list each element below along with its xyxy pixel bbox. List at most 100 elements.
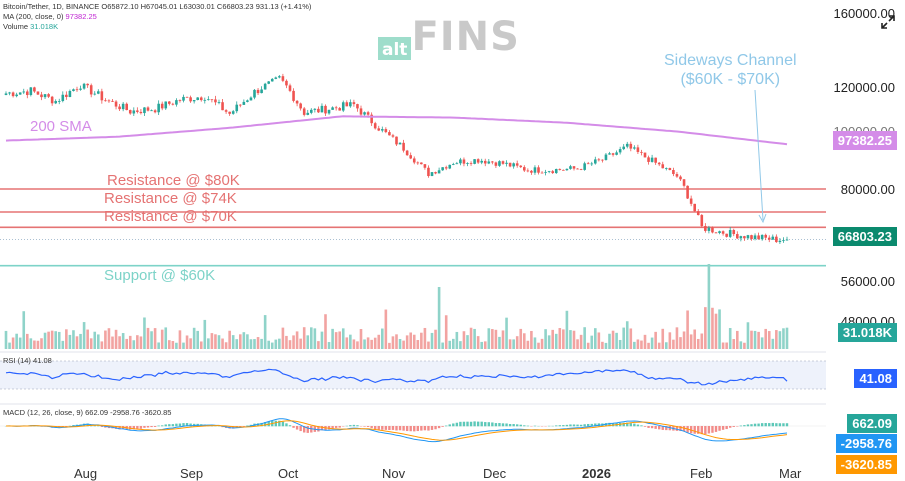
macd-histogram-bar bbox=[378, 426, 380, 430]
candle-body bbox=[353, 102, 356, 104]
volume-bar bbox=[424, 328, 427, 349]
volume-bar bbox=[157, 342, 160, 349]
volume-bar bbox=[62, 341, 65, 349]
volume-bar bbox=[750, 331, 753, 349]
candle-body bbox=[310, 110, 313, 113]
volume-bar bbox=[448, 341, 451, 349]
macd-histogram-bar bbox=[413, 426, 415, 431]
volume-bar bbox=[601, 342, 604, 349]
expand-icon[interactable] bbox=[880, 14, 896, 30]
candle-body bbox=[296, 101, 299, 104]
candle-body bbox=[761, 235, 764, 239]
candle-body bbox=[658, 163, 661, 165]
volume-bar bbox=[90, 338, 93, 349]
volume-bar bbox=[140, 336, 143, 349]
volume-bar bbox=[72, 330, 75, 349]
volume-bar bbox=[179, 330, 182, 349]
candle-body bbox=[164, 102, 167, 109]
candle-body bbox=[54, 101, 57, 103]
volume-bar bbox=[420, 333, 423, 349]
candle-body bbox=[647, 157, 650, 162]
volume-bar bbox=[164, 327, 167, 349]
volume-bar bbox=[108, 328, 111, 349]
volume-bar bbox=[40, 338, 43, 349]
candle-body bbox=[129, 110, 132, 113]
candle-body bbox=[555, 169, 558, 173]
candle-body bbox=[115, 102, 118, 107]
candle-body bbox=[715, 232, 718, 233]
macd-histogram-bar bbox=[527, 426, 529, 427]
candle-body bbox=[278, 76, 281, 77]
candle-body bbox=[622, 147, 625, 149]
candle-body bbox=[225, 110, 228, 112]
macd-histogram-bar bbox=[754, 424, 756, 427]
macd-histogram-bar bbox=[473, 421, 475, 426]
candle-body bbox=[779, 241, 782, 242]
macd-histogram-bar bbox=[445, 426, 447, 427]
candle-body bbox=[448, 165, 451, 169]
macd-histogram-bar bbox=[420, 426, 422, 431]
volume-bar bbox=[44, 333, 47, 349]
macd-histogram-bar bbox=[431, 426, 433, 430]
volume-bar bbox=[211, 333, 214, 349]
volume-bar bbox=[608, 334, 611, 349]
candle-body bbox=[754, 235, 757, 239]
volume-bar bbox=[104, 331, 107, 349]
macd-histogram-bar bbox=[772, 423, 774, 426]
candle-body bbox=[683, 179, 686, 186]
volume-bar bbox=[569, 330, 572, 349]
candle-body bbox=[33, 87, 36, 91]
candle-body bbox=[711, 228, 714, 233]
macd-histogram-bar bbox=[154, 426, 156, 427]
macd-badge: 662.09 bbox=[847, 414, 897, 433]
signal-badge: -2958.76 bbox=[836, 434, 897, 453]
candle-body bbox=[104, 100, 107, 101]
candle-body bbox=[441, 167, 444, 170]
volume-bar bbox=[491, 329, 494, 349]
volume-bar bbox=[271, 343, 274, 349]
volume-bar bbox=[779, 331, 782, 349]
volume-bar bbox=[278, 339, 281, 349]
volume-bar bbox=[644, 335, 647, 349]
candle-body bbox=[406, 151, 409, 156]
candle-body bbox=[512, 163, 515, 166]
macd-histogram-bar bbox=[356, 425, 358, 426]
macd-histogram-bar bbox=[534, 426, 536, 427]
volume-badge: 31.018K bbox=[838, 323, 897, 342]
volume-bar bbox=[583, 327, 586, 349]
macd-histogram-bar bbox=[718, 426, 720, 431]
macd-histogram-bar bbox=[559, 425, 561, 426]
macd-histogram-bar bbox=[782, 423, 784, 426]
candle-body bbox=[257, 90, 260, 93]
macd-histogram-bar bbox=[477, 422, 479, 427]
macd-histogram-bar bbox=[750, 424, 752, 426]
volume-bar bbox=[267, 341, 270, 349]
candle-body bbox=[523, 167, 526, 170]
candle-body bbox=[363, 112, 366, 114]
macd-histogram-bar bbox=[786, 423, 788, 426]
macd-histogram-bar bbox=[353, 425, 355, 426]
candle-body bbox=[314, 109, 317, 110]
volume-bar bbox=[207, 338, 210, 349]
sideways-channel-line1: Sideways Channel bbox=[664, 51, 797, 70]
candle-body bbox=[782, 240, 785, 241]
candle-body bbox=[15, 95, 18, 97]
volume-bar bbox=[331, 329, 334, 349]
volume-bar bbox=[161, 330, 164, 349]
volume-bar bbox=[516, 336, 519, 349]
candle-body bbox=[306, 113, 309, 115]
volume-bar bbox=[37, 341, 40, 349]
volume-bar bbox=[385, 310, 388, 349]
volume-bar bbox=[534, 337, 537, 349]
candle-body bbox=[111, 101, 114, 102]
watermark-fins: FINS bbox=[411, 14, 520, 60]
candle-body bbox=[267, 81, 270, 83]
macd-histogram-bar bbox=[406, 426, 408, 431]
candle-body bbox=[676, 174, 679, 177]
candle-body bbox=[172, 104, 175, 105]
candle-body bbox=[282, 76, 285, 81]
volume-bar bbox=[559, 328, 562, 349]
candle-body bbox=[26, 91, 29, 95]
candle-body bbox=[473, 159, 476, 164]
candle-body bbox=[704, 226, 707, 231]
